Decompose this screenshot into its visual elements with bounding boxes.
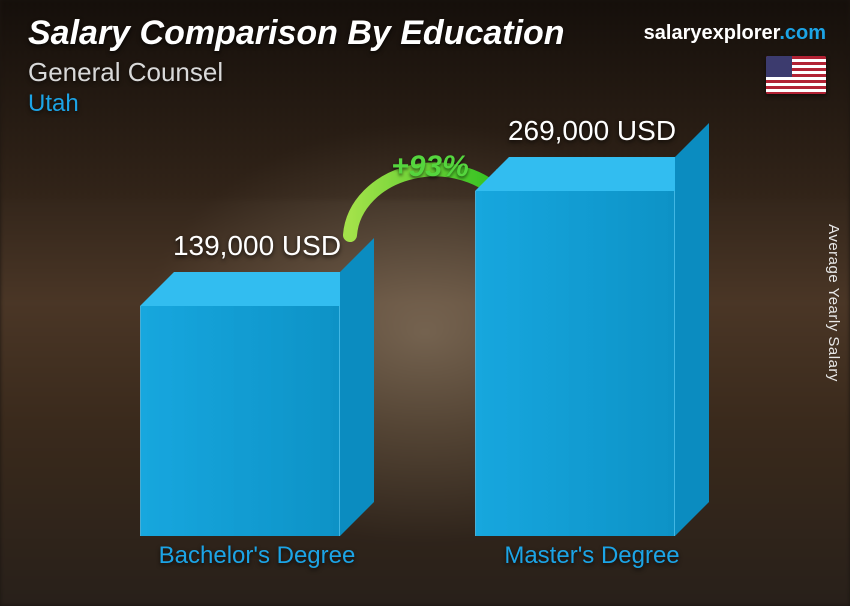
bar-label: Master's Degree — [462, 542, 722, 570]
bar-label: Bachelor's Degree — [127, 542, 387, 570]
bar-masters: 269,000 USD — [475, 191, 675, 536]
brand-logo: salaryexplorer.com — [644, 22, 826, 45]
subtitle: General Counsel — [28, 57, 830, 88]
bar-value: 269,000 USD — [462, 115, 722, 147]
bar-body — [140, 306, 340, 536]
bar-bachelors: 139,000 USD — [140, 306, 340, 536]
flag-icon — [766, 56, 826, 94]
region-label: Utah — [28, 90, 830, 118]
brand-name: salaryexplorer — [644, 22, 780, 44]
brand-suffix: .com — [779, 22, 826, 44]
bar-body — [475, 191, 675, 536]
bar-chart: 139,000 USD 269,000 USD Bachelor's Degre… — [0, 150, 850, 572]
bar-value: 139,000 USD — [127, 230, 387, 262]
